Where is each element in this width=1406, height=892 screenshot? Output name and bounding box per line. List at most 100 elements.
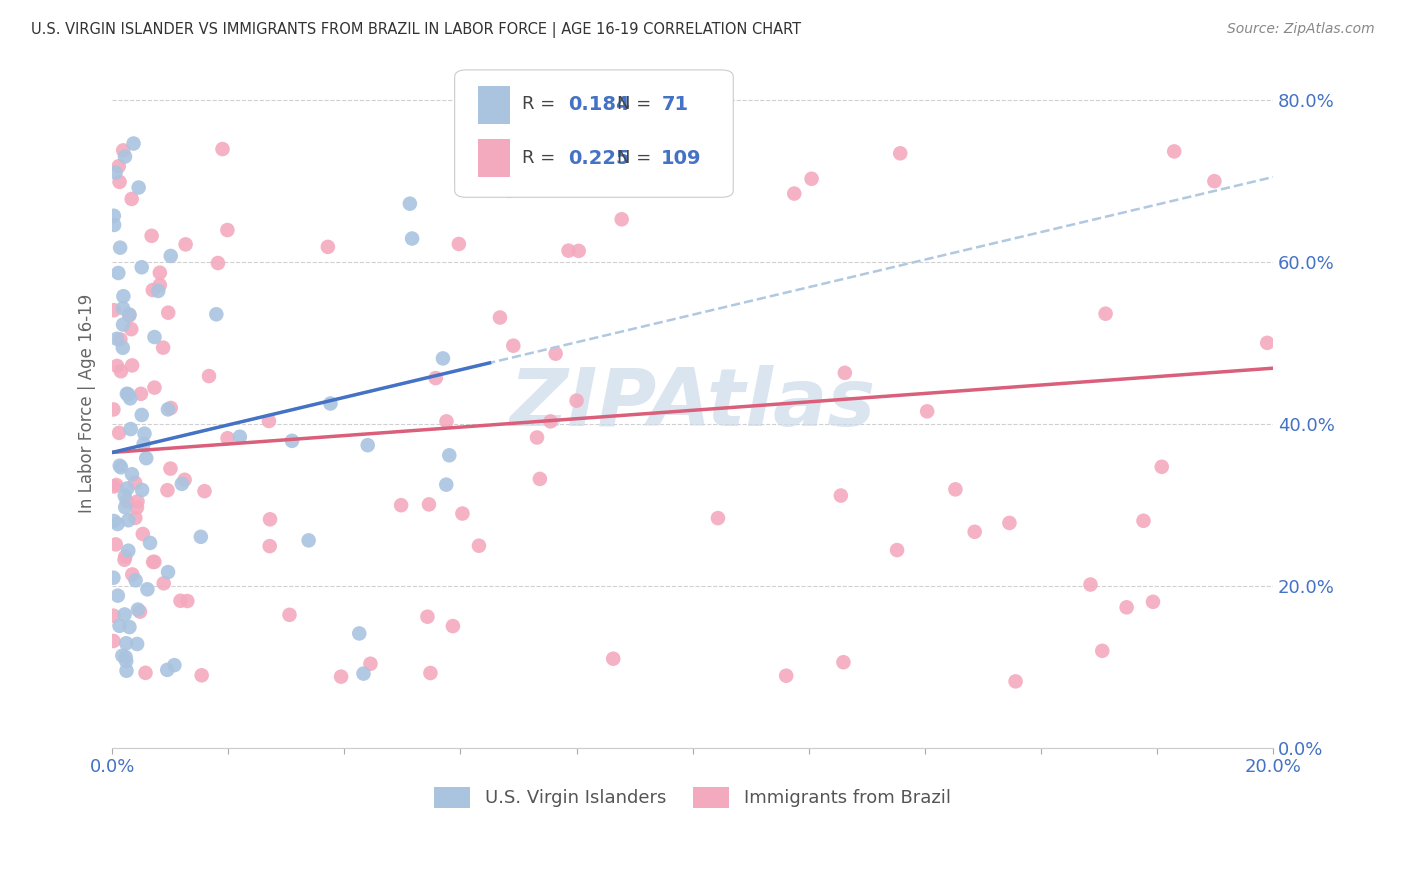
Point xyxy=(468,539,491,553)
Point xyxy=(121,567,143,582)
Point xyxy=(229,430,252,444)
Point xyxy=(163,658,186,673)
Point xyxy=(447,237,470,252)
FancyBboxPatch shape xyxy=(478,139,510,177)
Point xyxy=(112,318,135,332)
Point xyxy=(103,634,125,648)
Point xyxy=(1256,335,1278,350)
Point xyxy=(127,637,149,651)
Text: 0.225: 0.225 xyxy=(568,149,630,168)
Point xyxy=(108,175,131,189)
Point xyxy=(775,669,797,683)
Text: R =: R = xyxy=(522,149,561,167)
Point xyxy=(830,489,852,503)
Point xyxy=(111,648,134,663)
Text: N =: N = xyxy=(617,149,657,167)
Point xyxy=(148,284,170,298)
Point xyxy=(432,351,454,366)
Point xyxy=(132,437,155,451)
Point xyxy=(134,665,156,680)
Point xyxy=(121,192,143,206)
Point xyxy=(104,537,127,551)
Point xyxy=(103,402,125,417)
Point xyxy=(152,576,174,591)
Point xyxy=(131,260,153,275)
Point xyxy=(357,438,380,452)
Point xyxy=(998,516,1021,530)
Point xyxy=(110,364,132,378)
Point xyxy=(963,524,986,539)
Point xyxy=(259,512,281,526)
Point xyxy=(149,278,172,293)
Point xyxy=(1091,644,1114,658)
Point xyxy=(139,536,162,550)
Point xyxy=(257,414,280,428)
Point xyxy=(418,497,440,511)
Point xyxy=(157,565,180,579)
Point xyxy=(707,511,730,525)
Point xyxy=(159,461,181,475)
Text: R =: R = xyxy=(522,95,561,113)
Point xyxy=(127,602,149,616)
Point xyxy=(114,489,136,503)
Point xyxy=(945,483,967,497)
Point xyxy=(330,670,353,684)
Text: 109: 109 xyxy=(661,149,702,168)
Point xyxy=(115,494,138,508)
Point xyxy=(127,494,149,508)
Point xyxy=(103,608,125,623)
Point xyxy=(124,574,146,588)
Point xyxy=(886,543,908,558)
Point xyxy=(1080,577,1102,591)
Point xyxy=(281,434,304,448)
Y-axis label: In Labor Force | Age 16-19: In Labor Force | Age 16-19 xyxy=(79,294,96,514)
Point xyxy=(115,664,138,678)
Point xyxy=(389,498,412,512)
Point xyxy=(1150,459,1173,474)
Point xyxy=(170,476,193,491)
Point xyxy=(103,571,125,585)
Text: Source: ZipAtlas.com: Source: ZipAtlas.com xyxy=(1227,22,1375,37)
Point xyxy=(190,668,212,682)
Point xyxy=(115,636,138,650)
Point xyxy=(451,507,474,521)
Point xyxy=(112,144,135,158)
Point xyxy=(121,467,143,482)
Point xyxy=(156,402,179,417)
Point xyxy=(142,283,165,297)
FancyBboxPatch shape xyxy=(478,86,510,124)
Point xyxy=(349,626,371,640)
Point xyxy=(319,396,342,410)
Point xyxy=(107,589,129,603)
Point xyxy=(568,244,591,258)
Point xyxy=(419,665,441,680)
Point xyxy=(1142,595,1164,609)
Point xyxy=(1132,514,1154,528)
Point xyxy=(114,607,136,622)
Point xyxy=(152,341,174,355)
Point xyxy=(107,516,129,531)
Point xyxy=(103,514,125,528)
Point xyxy=(502,339,524,353)
Point xyxy=(399,196,422,211)
Point xyxy=(316,240,339,254)
Point xyxy=(122,136,145,151)
Point xyxy=(1163,145,1185,159)
Point xyxy=(132,527,155,541)
Point xyxy=(108,458,131,473)
Point xyxy=(117,543,139,558)
Point xyxy=(198,369,221,384)
Point xyxy=(1094,307,1116,321)
Point xyxy=(832,655,855,669)
Point xyxy=(105,478,128,492)
Point xyxy=(103,218,125,232)
Point xyxy=(131,408,153,422)
Point xyxy=(121,359,143,373)
Point xyxy=(120,322,142,336)
Point xyxy=(557,244,579,258)
Point xyxy=(540,414,562,428)
Point xyxy=(529,472,551,486)
Point xyxy=(118,309,141,323)
Point xyxy=(436,414,458,428)
Point xyxy=(110,460,132,475)
